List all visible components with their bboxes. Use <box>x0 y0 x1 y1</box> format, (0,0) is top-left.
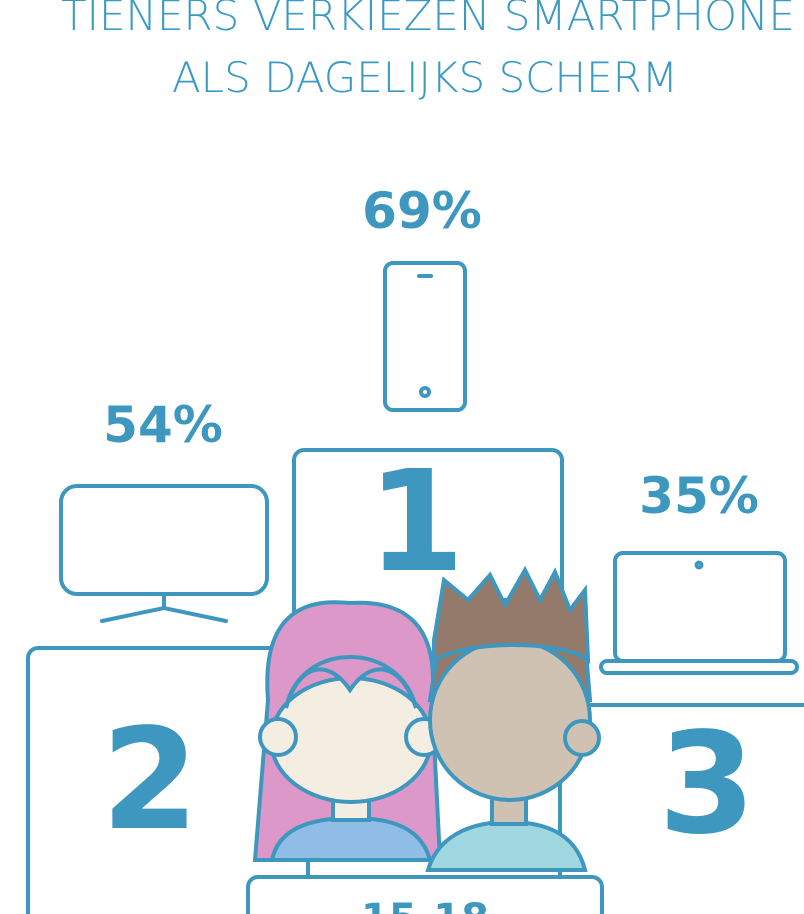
rank-number: 3 <box>658 703 755 866</box>
percent-label: 35% <box>639 467 759 525</box>
title-line: ALS DAGELIJKS SCHERM <box>172 53 678 102</box>
infographic: TIENERS VERKIEZEN SMARTPHONE ALS DAGELIJ… <box>0 0 804 914</box>
teen-girl <box>255 602 442 860</box>
percent-label: 69% <box>362 182 482 240</box>
tv-icon <box>61 486 267 621</box>
age-label: 15-18 <box>361 896 489 914</box>
title-line: TIENERS VERKIEZEN SMARTPHONE <box>61 0 795 40</box>
rank-number: 2 <box>101 699 198 862</box>
laptop-icon <box>601 553 797 673</box>
smartphone-icon <box>385 263 465 410</box>
percent-label: 54% <box>103 396 223 454</box>
rank-number: 1 <box>367 441 464 604</box>
